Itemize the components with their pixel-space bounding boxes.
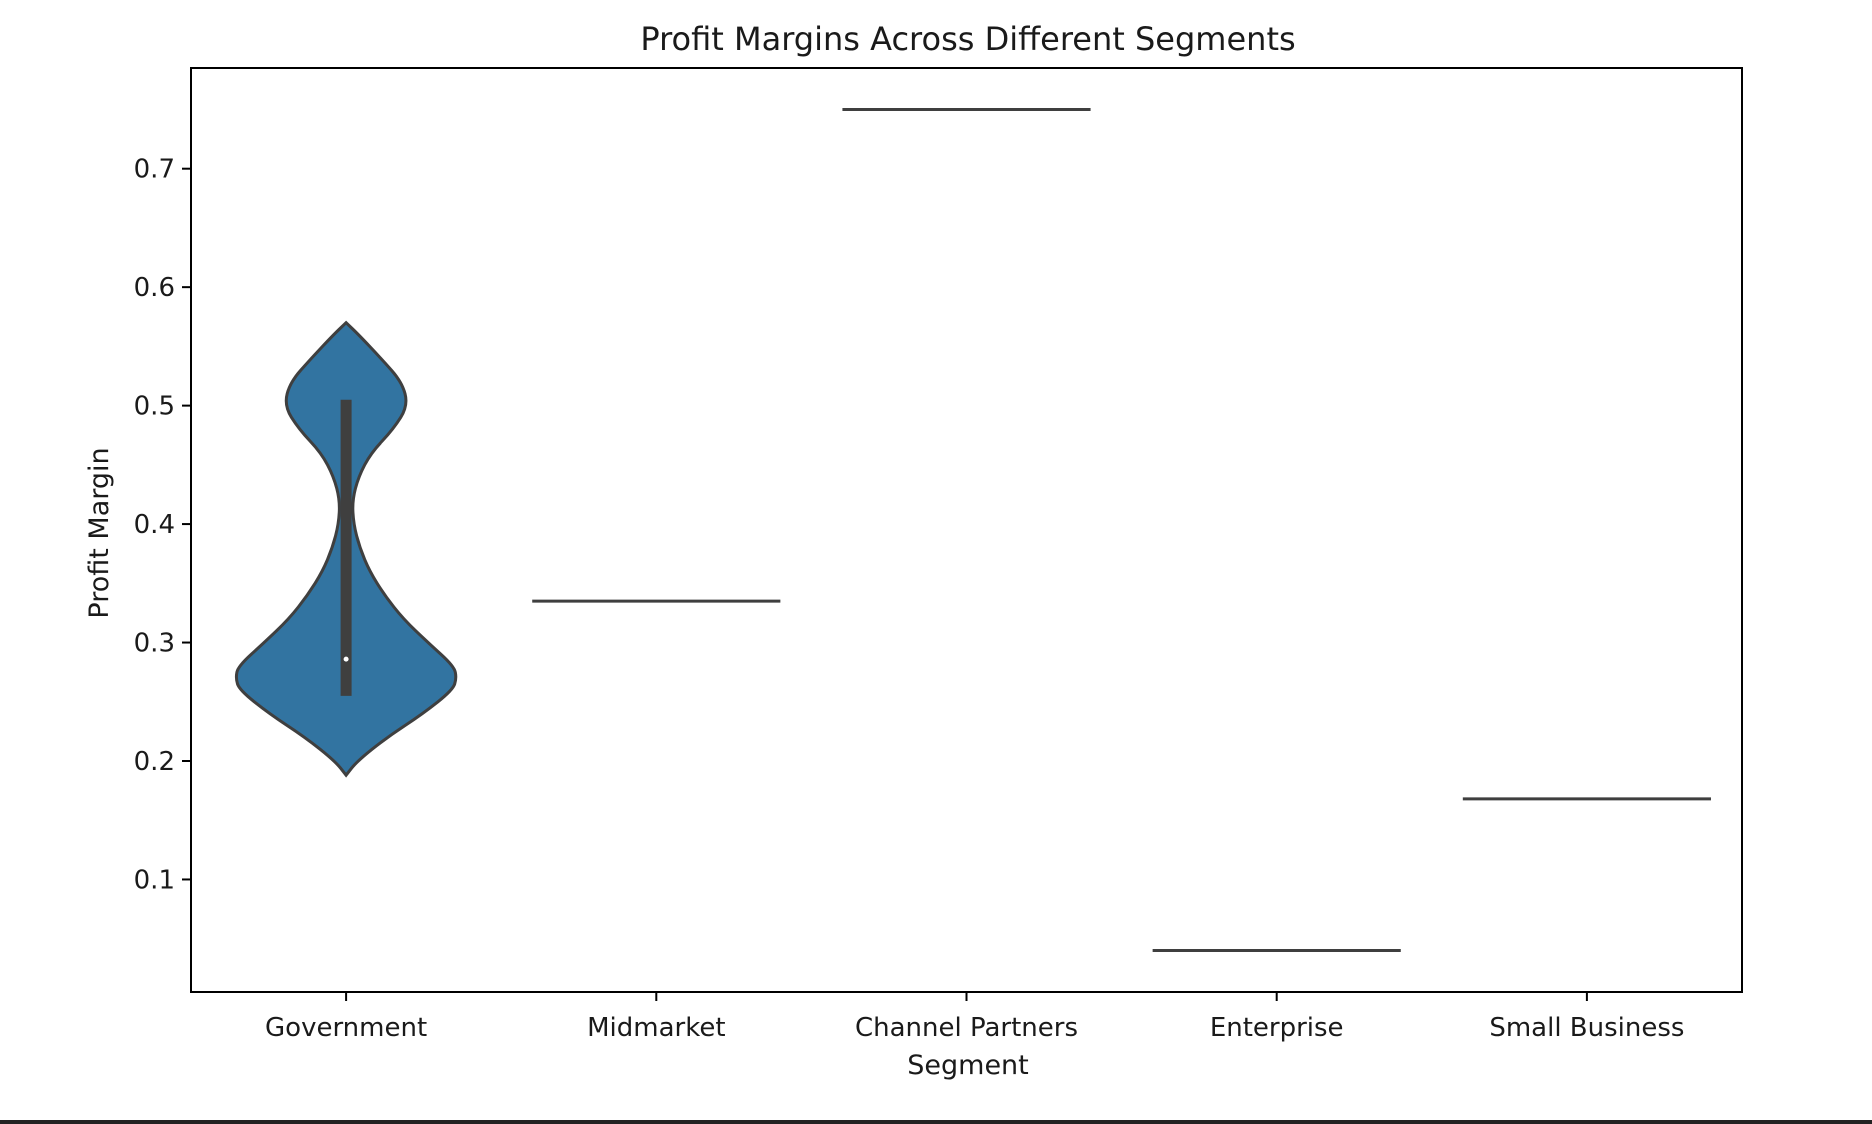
x-tick-label: Government <box>265 1013 427 1043</box>
x-axis: Government Midmarket Channel Partners Enter… <box>265 992 1684 1043</box>
y-axis-label: Profit Margin <box>84 447 115 618</box>
y-axis: 0.1 0.2 0.3 0.4 0.5 0.6 0.7 <box>134 155 191 895</box>
x-tick-label: Channel Partners <box>855 1013 1078 1043</box>
x-tick-label: Enterprise <box>1210 1013 1344 1043</box>
y-tick-label: 0.2 <box>134 747 175 777</box>
y-tick-label: 0.6 <box>134 273 175 303</box>
plot-area <box>234 107 1711 953</box>
y-tick-label: 0.4 <box>134 510 175 540</box>
chart-title: Profit Margins Across Different Segments <box>640 20 1295 58</box>
y-tick-label: 0.1 <box>134 865 175 895</box>
y-tick-label: 0.3 <box>134 629 175 659</box>
x-tick-label: Midmarket <box>587 1013 725 1043</box>
y-tick-label: 0.7 <box>134 155 175 185</box>
bottom-border <box>0 1120 1872 1124</box>
x-axis-label: Segment <box>907 1050 1029 1081</box>
x-tick-label: Small Business <box>1489 1013 1684 1043</box>
y-tick-label: 0.5 <box>134 392 175 422</box>
violin-median-dot <box>343 656 349 662</box>
plot-frame <box>190 67 1743 993</box>
